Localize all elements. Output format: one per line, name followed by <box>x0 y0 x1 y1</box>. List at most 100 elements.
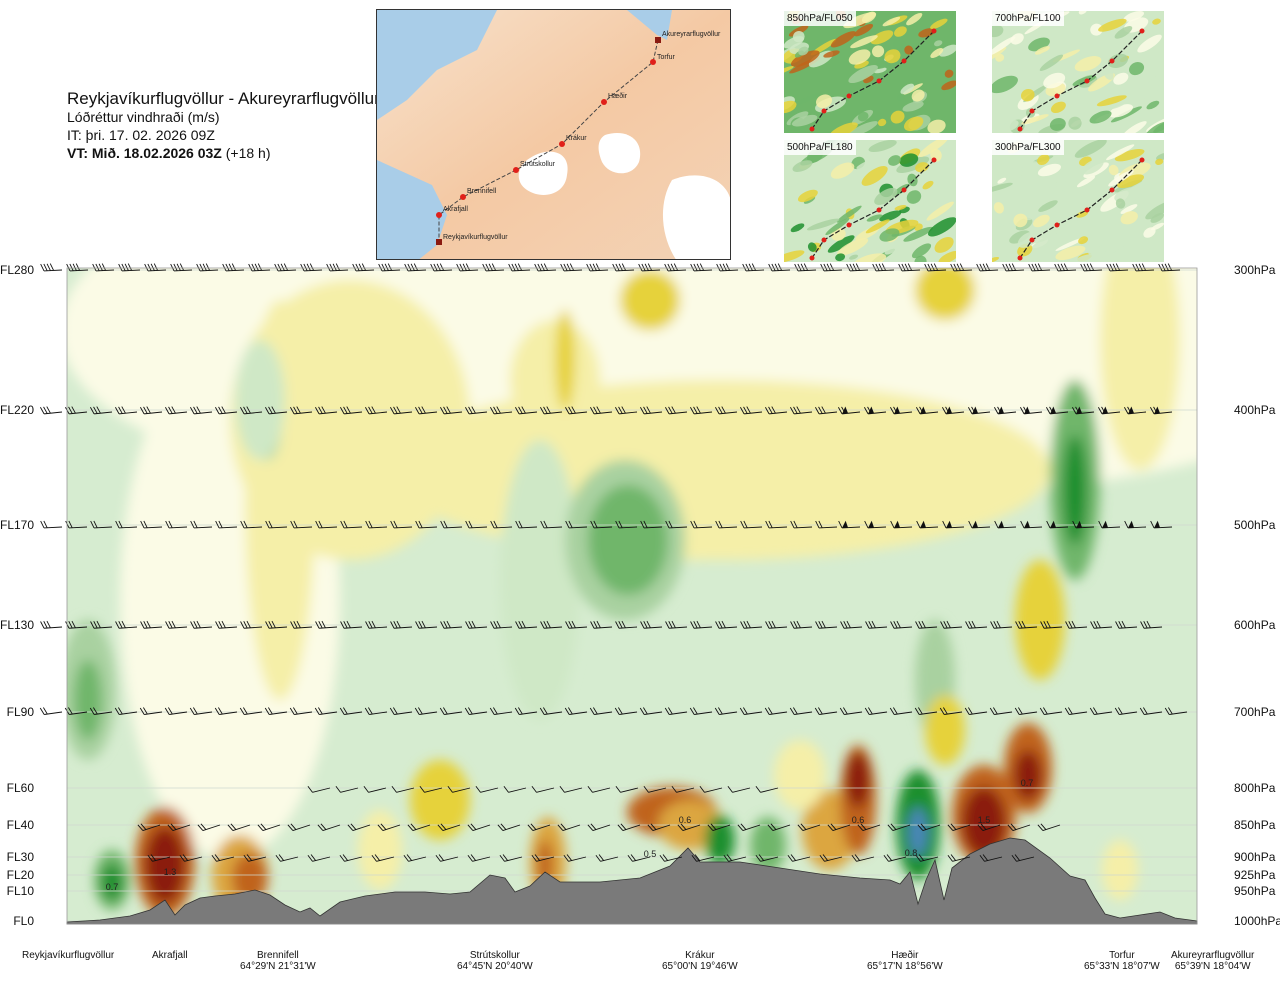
wind-barb <box>638 263 661 272</box>
wind-barb <box>489 707 513 715</box>
wind-barb <box>437 823 461 831</box>
thumb-500[interactable]: 500hPa/FL180 <box>784 140 956 262</box>
thumb-field-cell <box>888 155 901 166</box>
wind-barb <box>765 520 788 529</box>
wind-barb <box>846 263 869 272</box>
wind-barb <box>240 620 263 629</box>
wind-barb <box>167 823 191 831</box>
thumb-field-cell <box>926 201 954 221</box>
wind-barb <box>467 823 491 831</box>
thumb-field-cell <box>900 83 915 95</box>
velocity-cell <box>925 695 965 765</box>
value-label: 0.5 <box>644 849 657 859</box>
thumb-field-cell <box>1098 18 1127 32</box>
thumb-field-cell <box>1059 178 1078 191</box>
waypoint-label: Strútskollur 64°45'N 20°40'W <box>457 950 533 972</box>
thumb-field-cell <box>882 16 901 27</box>
wind-barb <box>815 620 838 629</box>
wind-barb <box>540 620 563 629</box>
waypoint-marker[interactable] <box>650 59 656 65</box>
thumb-field-cell <box>994 154 1006 166</box>
airport-marker[interactable] <box>655 37 661 43</box>
thumb-field-cell <box>856 157 884 170</box>
thumb-field-cell <box>847 121 878 133</box>
fl-label: FL20 <box>6 868 34 882</box>
thumb-field-cell <box>1137 34 1162 53</box>
wind-barb <box>467 854 491 862</box>
value-label: 0.7 <box>1021 778 1034 788</box>
wind-barb <box>1007 823 1031 831</box>
wind-barb <box>565 620 588 629</box>
wind-barb <box>814 707 838 715</box>
thumb-field-cell <box>904 45 914 55</box>
wind-barb <box>560 263 583 272</box>
waypoint-marker[interactable] <box>559 141 565 147</box>
wind-barb <box>664 263 687 272</box>
hpa-label: 800hPa <box>1234 781 1276 795</box>
map-fjord <box>627 10 672 40</box>
thumb-route-point <box>1084 78 1090 84</box>
wind-barb <box>677 823 701 831</box>
wind-barb <box>947 854 971 862</box>
wind-barb <box>464 707 488 715</box>
wind-barb <box>915 406 939 415</box>
thumb-field-cell <box>993 202 1004 214</box>
waypoint-marker[interactable] <box>436 212 442 218</box>
wind-barb <box>1080 263 1103 272</box>
thumb-route-point <box>876 78 882 84</box>
hpa-label: 500hPa <box>1234 518 1276 532</box>
wind-barb <box>614 406 638 415</box>
value-annotations: 0.7 1.3 0.6 0.5 0.6 0.8 1.5 0.7 <box>106 778 1034 892</box>
wind-barb <box>898 263 921 272</box>
waypoint-label: Torfur 65°33'N 18°07'W <box>1084 950 1160 972</box>
wind-barb <box>115 520 138 529</box>
route-map[interactable]: Akureyrarflugvöllur Torfur Hæðir Krákur Strú… <box>376 9 731 260</box>
wind-barb <box>339 707 363 715</box>
thumb-field-cell <box>877 118 887 127</box>
waypoint-label: Reykjavíkurflugvöllur <box>22 950 114 961</box>
waypoint-marker[interactable] <box>460 194 466 200</box>
terrain-profile <box>66 837 1198 925</box>
thumb-field-cell <box>941 80 956 91</box>
wind-barb <box>371 854 395 862</box>
waypoint-label: Hæðir 65°17'N 18°56'W <box>867 950 943 972</box>
wind-barb <box>90 620 113 629</box>
wind-barb <box>699 786 723 793</box>
thumb-300[interactable]: 300hPa/FL300 <box>992 140 1164 262</box>
waypoint-marker[interactable] <box>513 167 519 173</box>
wind-barb <box>264 406 288 415</box>
wind-barb <box>289 707 313 715</box>
thumb-field-cell <box>1010 33 1024 45</box>
thumb-850[interactable]: 850hPa/FL050 <box>784 11 956 133</box>
thumb-field-cell <box>1150 222 1164 231</box>
wind-barb <box>979 854 1003 862</box>
thumb-route-point <box>809 255 815 261</box>
thumb-field-cell <box>1156 153 1164 161</box>
thumb-field-cell <box>1035 47 1065 61</box>
thumb-field-cell <box>1108 104 1134 118</box>
wind-barb <box>40 520 63 529</box>
wind-barb <box>915 620 938 629</box>
value-label: 1.3 <box>164 867 177 877</box>
waypoint-marker[interactable] <box>601 99 607 105</box>
wind-barb <box>170 263 193 272</box>
wind-barb <box>211 854 235 862</box>
wind-barb <box>527 823 551 831</box>
thumb-field-cell <box>852 253 887 262</box>
airport-marker[interactable] <box>436 239 442 245</box>
wind-barb <box>639 406 663 415</box>
wind-barb <box>990 620 1013 629</box>
thumb-700[interactable]: 700hPa/FL100 <box>992 11 1164 133</box>
thumb-field-cell <box>1129 62 1145 76</box>
wind-barb <box>364 406 388 415</box>
wind-barb <box>755 854 779 862</box>
waypoint-name: Brennifell <box>257 950 299 961</box>
wind-barb <box>265 620 288 629</box>
map-glacier-1 <box>518 151 568 195</box>
wind-barb <box>689 707 713 715</box>
thumb-field-cell <box>918 28 936 38</box>
thumb-field-cell <box>1146 100 1160 110</box>
thumb-field-cell <box>893 38 907 53</box>
wind-barb <box>66 263 89 272</box>
